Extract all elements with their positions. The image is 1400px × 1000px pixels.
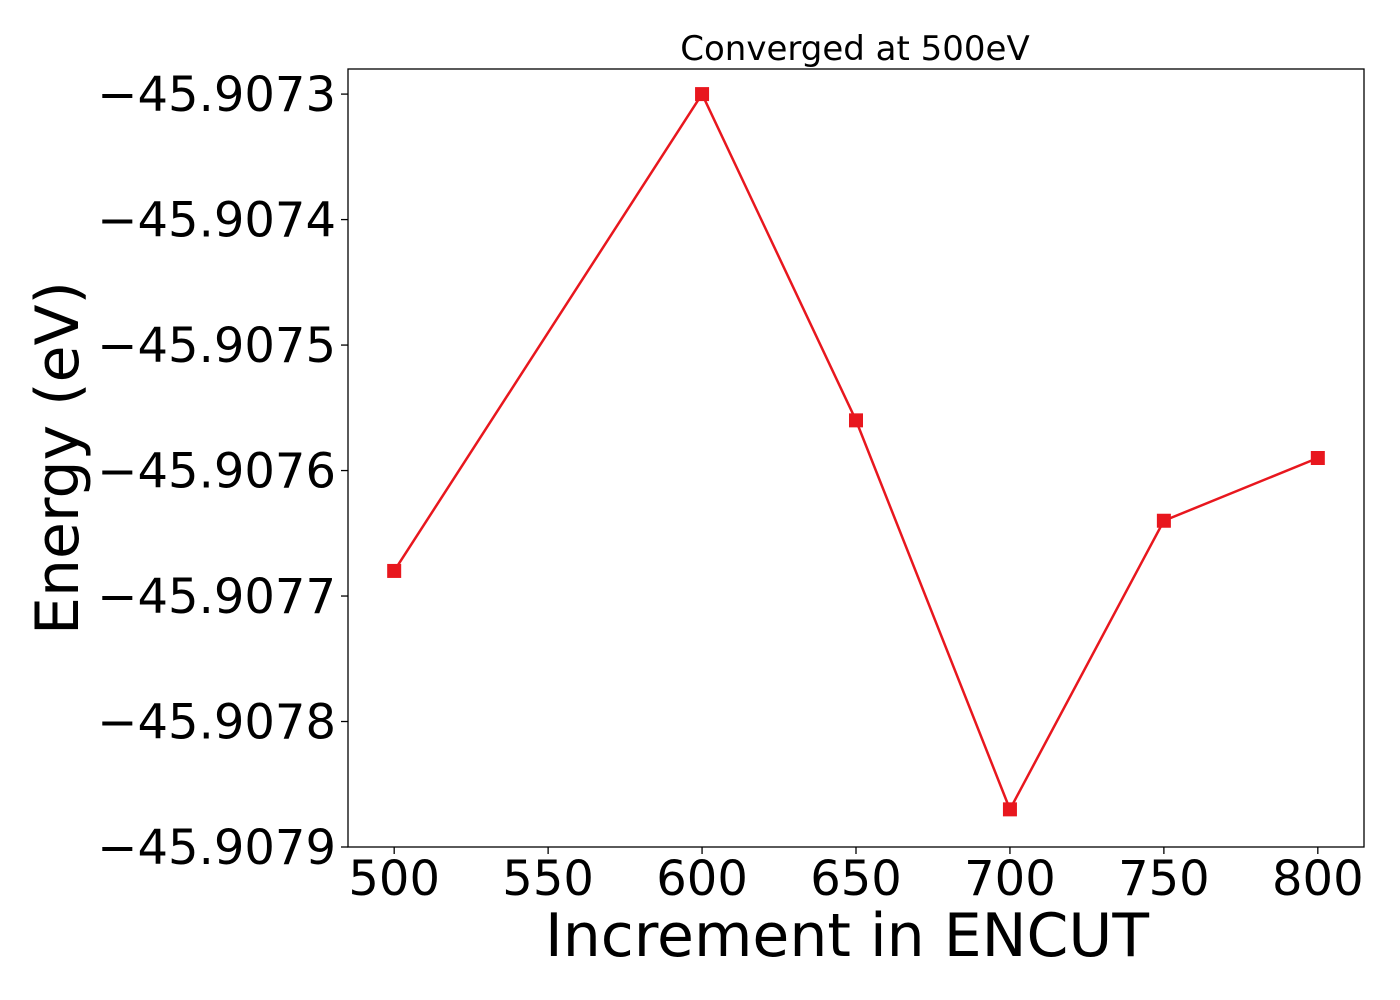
y-tick-label: −45.9076 <box>97 444 336 500</box>
y-tick-label: −45.9075 <box>97 318 336 374</box>
y-tick-label: −45.9073 <box>97 67 336 123</box>
y-tick-label: −45.9079 <box>97 820 336 876</box>
x-axis: 500 550 600 650 700 750 800 <box>348 847 1364 907</box>
data-point-marker <box>1310 451 1325 465</box>
series-line <box>393 91 1319 813</box>
y-tick-label: −45.9078 <box>97 695 336 751</box>
data-point-marker <box>695 87 710 102</box>
x-tick-label: 750 <box>1118 851 1210 907</box>
x-tick-label: 800 <box>1272 851 1364 907</box>
series-markers <box>387 87 1325 817</box>
y-tick-label: −45.9077 <box>97 569 336 625</box>
chart-title: Converged at 500eV <box>680 29 1029 69</box>
data-point-marker <box>1002 802 1017 817</box>
x-tick-label: 550 <box>502 851 594 907</box>
x-tick-label: 600 <box>656 851 748 907</box>
x-tick-label: 700 <box>964 851 1056 907</box>
y-axis: −45.9073 −45.9074 −45.9075 −45.9076 −45.9077… <box>97 67 348 876</box>
data-point-marker <box>849 413 863 428</box>
plot-area-frame <box>347 68 1365 848</box>
x-tick-label: 650 <box>810 851 902 907</box>
data-point-marker <box>1156 513 1171 528</box>
x-axis-title: Increment in ENCUT <box>545 901 1149 971</box>
data-point-marker <box>387 563 402 578</box>
y-tick-label: −45.9074 <box>97 193 336 249</box>
x-tick-label: 500 <box>348 851 440 907</box>
y-axis-title: Energy (eV) <box>23 281 93 635</box>
